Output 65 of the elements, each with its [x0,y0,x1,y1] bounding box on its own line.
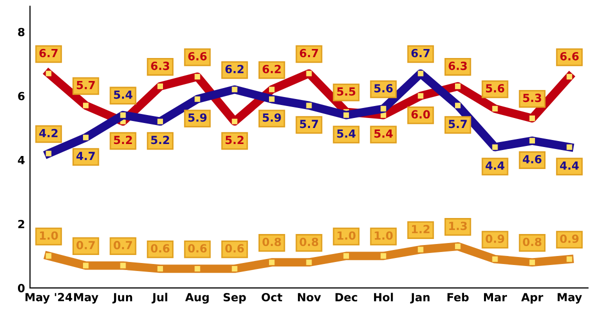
data-label: 1.2 [412,224,430,234]
data-label: 1.0 [374,231,393,240]
data-label: 5.2 [226,136,244,144]
x-tick-label: Oct [262,293,282,302]
data-label: 5.7 [448,120,467,128]
data-label: 0.9 [486,234,504,243]
data-label: 6.6 [188,52,207,60]
data-label: 4.2 [39,128,58,138]
data-label: 6.3 [151,62,170,70]
data-label: 0.9 [560,234,579,243]
data-label: 1.0 [338,231,356,240]
x-tick-label: Feb [448,292,469,302]
data-label: 1.3 [449,222,467,230]
data-label: 0.7 [114,240,132,250]
x-tick-label: Nov [298,293,321,302]
data-label: 6.7 [39,48,58,58]
y-tick-label: 0 [18,284,25,292]
data-label: 4.4 [560,162,579,170]
data-label: 4.7 [76,152,95,160]
x-tick-label: May [74,293,98,304]
x-tick-label: Aug [185,293,209,304]
x-tick-label: Jul [152,292,168,304]
data-label: 5.9 [262,113,281,122]
data-label: 5.6 [374,84,393,92]
data-label: 5.9 [188,113,207,122]
x-tick-label: Sep [224,293,246,304]
data-label: 6.0 [411,110,430,119]
data-label: 6.2 [225,64,244,74]
data-label: 5.4 [114,90,132,99]
x-tick-label: Apr [521,293,544,304]
x-tick-label: Jun [112,293,132,304]
data-label: 0.8 [262,238,281,246]
x-tick-label: May '24 [26,292,72,304]
y-tick-label: 6 [18,92,25,100]
y-tick-label: 8 [18,28,24,36]
data-label: 5.7 [300,120,318,128]
x-tick-label: Hol [374,292,393,302]
data-label: 4.4 [486,162,504,170]
data-label: 1.0 [40,231,58,240]
data-label: 5.2 [151,136,170,144]
data-label: 6.7 [411,48,430,58]
data-label: 5.5 [337,87,356,96]
data-label: 0.7 [76,240,95,250]
x-tick-label: Jan [410,293,430,304]
data-label: 6.3 [448,62,467,70]
y-tick-label: 2 [18,220,24,228]
data-label: 4.6 [522,154,542,164]
data-label: 5.2 [114,136,132,144]
data-label: 0.6 [225,244,244,253]
data-label: 0.6 [150,244,170,253]
data-label: 5.3 [523,94,542,102]
y-tick-label: 4 [18,156,25,164]
data-label: 6.7 [300,48,318,58]
data-label: 5.7 [76,81,95,90]
data-label: 0.8 [522,238,542,246]
x-tick-label: Mar [484,293,507,302]
data-label: 5.6 [486,84,504,92]
data-label: 6.6 [560,52,579,60]
data-label: 0.8 [300,238,318,246]
data-label: 6.2 [262,64,281,74]
data-label: 5.4 [337,130,356,138]
data-label: 5.4 [374,130,393,138]
data-label: 0.6 [188,244,207,253]
x-tick-label: Dec [336,293,358,302]
x-tick-label: May [558,293,582,304]
